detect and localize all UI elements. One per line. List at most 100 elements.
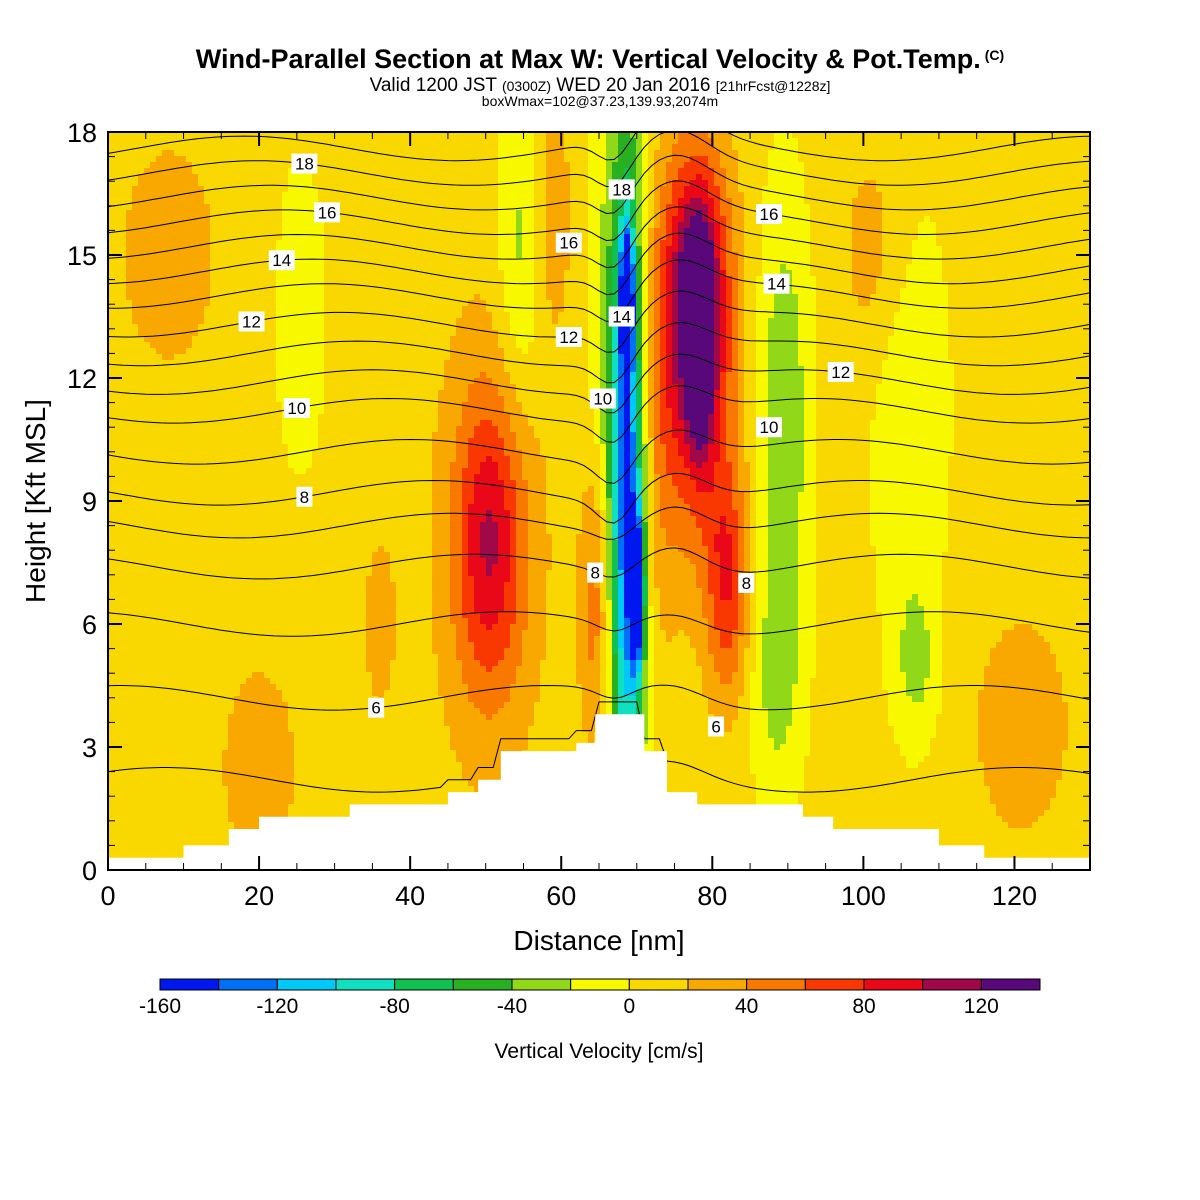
field-cell — [756, 288, 763, 295]
field-cell — [360, 204, 367, 211]
field-cell — [492, 186, 499, 193]
field-cell — [990, 294, 997, 301]
field-cell — [816, 276, 823, 283]
field-cell — [246, 168, 253, 175]
field-cell — [930, 174, 937, 181]
field-cell — [780, 294, 787, 301]
field-cell — [570, 204, 577, 211]
field-cell — [924, 186, 931, 193]
field-cell — [138, 258, 145, 265]
field-cell — [408, 156, 415, 163]
field-cell — [120, 144, 127, 151]
field-cell — [426, 216, 433, 223]
field-cell — [858, 264, 865, 271]
field-cell — [240, 192, 247, 199]
field-cell — [804, 138, 811, 145]
field-cell — [300, 198, 307, 205]
field-cell — [438, 222, 445, 229]
field-cell — [162, 228, 169, 235]
field-cell — [516, 138, 523, 145]
field-cell — [378, 294, 385, 301]
field-cell — [888, 198, 895, 205]
field-cell — [588, 300, 595, 307]
field-cell — [420, 186, 427, 193]
field-cell — [846, 240, 853, 247]
field-cell — [942, 300, 949, 307]
field-cell — [696, 306, 703, 313]
field-cell — [504, 168, 511, 175]
field-cell — [690, 144, 697, 151]
field-cell — [936, 270, 943, 277]
field-cell — [198, 204, 205, 211]
field-cell — [126, 246, 133, 253]
field-cell — [204, 234, 211, 241]
field-cell — [372, 306, 379, 313]
field-cell — [792, 138, 799, 145]
field-cell — [318, 180, 325, 187]
field-cell — [966, 144, 973, 151]
field-cell — [918, 198, 925, 205]
field-cell — [960, 144, 967, 151]
field-cell — [348, 288, 355, 295]
field-cell — [762, 252, 769, 259]
field-cell — [336, 240, 343, 247]
field-cell — [390, 294, 397, 301]
field-cell — [408, 306, 415, 313]
cross-section-chart: 688101212141618161814121016141086 0 20 40 6… — [0, 0, 1200, 1200]
field-cell — [504, 270, 511, 277]
field-cell — [960, 270, 967, 277]
field-cell — [240, 294, 247, 301]
field-cell — [246, 138, 253, 145]
field-cell — [720, 306, 727, 313]
field-cell — [984, 264, 991, 271]
field-cell — [810, 162, 817, 169]
field-cell — [642, 162, 649, 169]
field-cell — [834, 294, 841, 301]
field-cell — [582, 210, 589, 217]
field-cell — [1032, 228, 1039, 235]
field-cell — [402, 282, 409, 289]
field-cell — [354, 198, 361, 205]
field-cell — [1014, 264, 1021, 271]
field-cell — [432, 186, 439, 193]
field-cell — [294, 216, 301, 223]
field-cell — [342, 138, 349, 145]
field-cell — [786, 294, 793, 301]
field-cell — [120, 210, 127, 217]
field-cell — [840, 294, 847, 301]
field-cell — [1068, 282, 1075, 289]
field-cell — [546, 138, 553, 145]
field-cell — [384, 156, 391, 163]
field-cell — [894, 174, 901, 181]
field-cell — [822, 144, 829, 151]
field-cell — [138, 234, 145, 241]
field-cell — [678, 216, 685, 223]
field-cell — [672, 198, 679, 205]
field-cell — [546, 246, 553, 253]
field-cell — [666, 270, 673, 277]
field-cell — [1080, 228, 1087, 235]
field-cell — [918, 222, 925, 229]
field-cell — [576, 162, 583, 169]
field-cell — [324, 180, 331, 187]
field-cell — [822, 234, 829, 241]
field-cell — [270, 198, 277, 205]
field-cell — [228, 204, 235, 211]
field-cell — [228, 168, 235, 175]
field-cell — [858, 300, 865, 307]
field-cell — [630, 222, 637, 229]
field-cell — [402, 252, 409, 259]
field-cell — [132, 288, 139, 295]
field-cell — [942, 264, 949, 271]
field-cell — [420, 264, 427, 271]
field-cell — [240, 204, 247, 211]
field-cell — [666, 216, 673, 223]
field-cell — [852, 288, 859, 295]
field-cell — [240, 144, 247, 151]
field-cell — [390, 216, 397, 223]
field-cell — [780, 180, 787, 187]
field-cell — [426, 240, 433, 247]
field-cell — [846, 138, 853, 145]
field-cell — [330, 252, 337, 259]
field-cell — [924, 210, 931, 217]
